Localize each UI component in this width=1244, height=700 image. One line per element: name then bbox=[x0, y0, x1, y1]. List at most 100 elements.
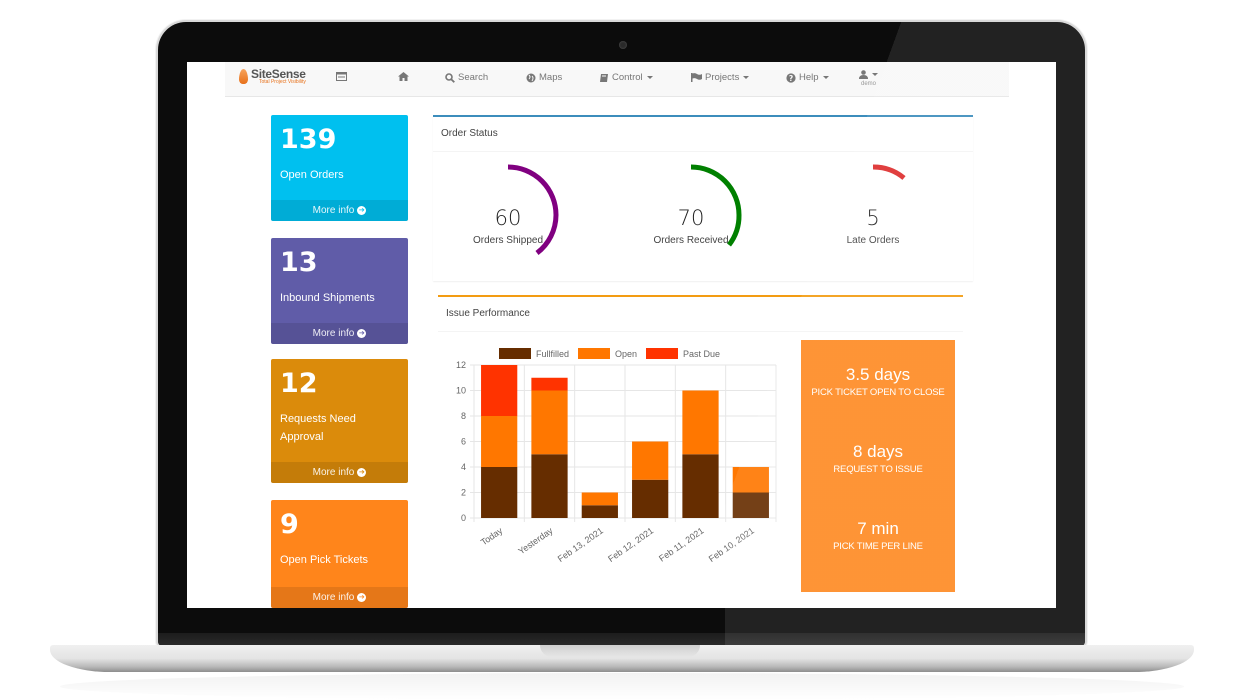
info-box-inbound-shipments: 13 Inbound Shipments More info ➔ bbox=[271, 238, 408, 344]
gauge-orders-shipped: 60 Orders Shipped bbox=[433, 159, 583, 269]
info-box-label: Open Pick Tickets bbox=[280, 554, 369, 566]
bar-segment[interactable] bbox=[531, 377, 568, 391]
info-box-requests-need-approval: 12 Requests Need Approval More info ➔ bbox=[271, 359, 408, 483]
bar-segment[interactable] bbox=[682, 390, 719, 455]
gauge-value: 5 bbox=[866, 206, 880, 230]
stat-pick-ticket: 3.5 days PICK TICKET OPEN TO CLOSE bbox=[801, 365, 955, 398]
chart-legend: Fullfilled Open Past Due bbox=[499, 348, 720, 359]
bar-segment[interactable] bbox=[481, 467, 518, 518]
more-info-link[interactable]: More info ➔ bbox=[271, 323, 408, 344]
username: demo bbox=[860, 81, 876, 87]
gauge-arc bbox=[690, 164, 742, 247]
bar-segment[interactable] bbox=[481, 365, 518, 416]
gauge-value: 60 bbox=[494, 206, 522, 230]
info-box-label: Inbound Shipments bbox=[280, 292, 375, 304]
x-axis-label: Feb 10, 2021 bbox=[707, 525, 756, 564]
bar-segment[interactable] bbox=[581, 505, 618, 518]
nav-control-label: Control bbox=[612, 72, 643, 83]
stat-value: 8 days bbox=[852, 442, 904, 461]
more-info-link[interactable]: More info ➔ bbox=[271, 462, 408, 483]
nav-projects-dropdown[interactable]: Projects bbox=[691, 72, 750, 83]
chevron-down-icon bbox=[822, 76, 829, 79]
legend-item-past-due[interactable]: Past Due bbox=[646, 348, 720, 359]
panel-title: Issue Performance bbox=[446, 308, 530, 319]
svg-text:10: 10 bbox=[456, 386, 466, 396]
svg-text:2: 2 bbox=[461, 488, 466, 498]
bar-segment[interactable] bbox=[632, 479, 669, 518]
x-axis-label: Feb 13, 2021 bbox=[556, 525, 605, 564]
chevron-down-icon bbox=[872, 73, 878, 76]
info-box-value: 13 bbox=[280, 247, 318, 278]
info-box-value: 139 bbox=[280, 124, 337, 155]
laptop-frame: SiteSense Total Project Visibility Searc… bbox=[158, 22, 1085, 647]
nav-help-dropdown[interactable]: ? Help bbox=[786, 72, 829, 83]
arrow-circle-right-icon: ➔ bbox=[357, 593, 367, 602]
nav-control-dropdown[interactable]: Control bbox=[599, 72, 653, 83]
nav-maps-label: Maps bbox=[539, 72, 563, 83]
flame-logo-icon bbox=[239, 69, 248, 84]
top-navbar: SiteSense Total Project Visibility Searc… bbox=[225, 62, 1009, 97]
brand-name: SiteSense bbox=[251, 67, 306, 81]
nav-projects-label: Projects bbox=[705, 72, 740, 83]
stat-caption: PICK TICKET OPEN TO CLOSE bbox=[811, 387, 945, 398]
chevron-down-icon bbox=[646, 76, 653, 79]
bar-segment[interactable] bbox=[732, 467, 769, 493]
nav-home[interactable] bbox=[398, 72, 409, 81]
x-axis-label: Yesterday bbox=[516, 525, 555, 556]
svg-text:8: 8 bbox=[461, 411, 466, 421]
panel-title: Order Status bbox=[441, 128, 498, 139]
stat-caption: PICK TIME PER LINE bbox=[833, 541, 923, 552]
svg-text:6: 6 bbox=[461, 437, 466, 447]
info-box-value: 12 bbox=[280, 368, 318, 399]
bar-segment[interactable] bbox=[531, 454, 568, 518]
bar-segment[interactable] bbox=[682, 454, 719, 518]
gauge-orders-received: 70 Orders Received bbox=[616, 159, 766, 269]
bar-segment[interactable] bbox=[732, 492, 769, 519]
x-axis-label: Today bbox=[479, 525, 505, 547]
arrow-circle-right-icon: ➔ bbox=[357, 206, 367, 215]
arrow-circle-right-icon: ➔ bbox=[357, 329, 367, 338]
bar-segment[interactable] bbox=[632, 441, 669, 480]
chevron-down-icon bbox=[743, 76, 750, 79]
brand-logo[interactable]: SiteSense Total Project Visibility bbox=[239, 68, 306, 85]
more-info-link[interactable]: More info ➔ bbox=[271, 200, 408, 221]
legend-item-open[interactable]: Open bbox=[578, 348, 637, 359]
home-icon bbox=[398, 72, 409, 81]
x-axis-label: Feb 12, 2021 bbox=[606, 525, 655, 564]
globe-icon bbox=[526, 73, 536, 82]
stat-value: 7 min bbox=[857, 519, 899, 538]
info-box-open-orders: 139 Open Orders More info ➔ bbox=[271, 115, 408, 221]
sidebar-toggle-button[interactable] bbox=[336, 72, 347, 81]
order-status-panel: Order Status 60 Orders Shipped 70 Orders… bbox=[433, 115, 973, 281]
search-icon bbox=[445, 72, 455, 83]
nav-search-label: Search bbox=[458, 72, 489, 83]
info-box-open-pick-tickets: 9 Open Pick Tickets More info ➔ bbox=[271, 500, 408, 608]
app-screen: SiteSense Total Project Visibility Searc… bbox=[187, 62, 1056, 608]
info-box-value: 9 bbox=[280, 509, 299, 540]
book-icon bbox=[600, 73, 608, 82]
legend-item-fulfilled[interactable]: Fullfilled bbox=[499, 348, 569, 359]
bar-segment[interactable] bbox=[531, 390, 568, 455]
gauge-value: 70 bbox=[677, 206, 705, 230]
gauge-label: Orders Shipped bbox=[472, 235, 544, 246]
webcam bbox=[619, 41, 627, 49]
nav-maps[interactable]: Maps bbox=[526, 72, 562, 83]
bar-segment[interactable] bbox=[581, 492, 618, 506]
gauge-label: Late Orders bbox=[846, 235, 900, 246]
stat-pick-time: 7 min PICK TIME PER LINE bbox=[801, 519, 955, 552]
issue-stats-panel: 3.5 days PICK TICKET OPEN TO CLOSE 8 day… bbox=[801, 340, 955, 592]
svg-text:0: 0 bbox=[461, 513, 466, 523]
question-circle-icon: ? bbox=[786, 72, 796, 82]
svg-text:?: ? bbox=[789, 73, 793, 82]
laptop-base bbox=[50, 645, 1194, 672]
svg-text:4: 4 bbox=[461, 462, 466, 472]
gauge-arc bbox=[507, 164, 559, 255]
list-icon bbox=[336, 72, 347, 81]
nav-search[interactable]: Search bbox=[445, 72, 488, 83]
bar-segment[interactable] bbox=[481, 416, 518, 467]
user-menu-dropdown[interactable]: demo bbox=[859, 70, 878, 87]
info-box-label: Requests Need Approval bbox=[280, 413, 356, 443]
more-info-link[interactable]: More info ➔ bbox=[271, 587, 408, 608]
stat-caption: REQUEST TO ISSUE bbox=[833, 464, 923, 475]
